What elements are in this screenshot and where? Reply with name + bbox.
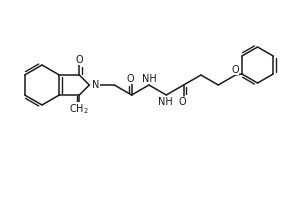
Text: O: O: [179, 97, 186, 107]
Text: O: O: [127, 74, 134, 84]
Text: NH: NH: [158, 97, 173, 107]
Text: NH: NH: [142, 74, 156, 84]
Text: O: O: [232, 65, 239, 75]
Text: CH$_2$: CH$_2$: [69, 102, 89, 116]
Text: N: N: [92, 80, 100, 90]
Text: O: O: [76, 55, 83, 65]
